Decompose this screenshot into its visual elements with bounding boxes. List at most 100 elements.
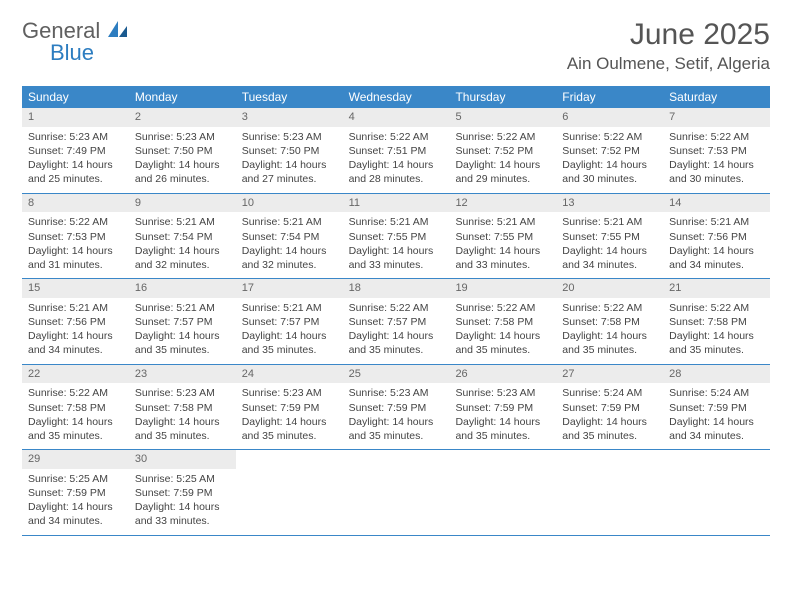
sunrise-text: Sunrise: 5:22 AM <box>669 301 764 315</box>
day-body: Sunrise: 5:21 AMSunset: 7:57 PMDaylight:… <box>129 298 236 364</box>
day-body: Sunrise: 5:21 AMSunset: 7:56 PMDaylight:… <box>663 212 770 278</box>
day-body: Sunrise: 5:23 AMSunset: 7:50 PMDaylight:… <box>236 127 343 193</box>
sunrise-text: Sunrise: 5:23 AM <box>455 386 550 400</box>
calendar-day-cell: 15Sunrise: 5:21 AMSunset: 7:56 PMDayligh… <box>22 279 129 364</box>
calendar-day-cell: 29Sunrise: 5:25 AMSunset: 7:59 PMDayligh… <box>22 450 129 535</box>
daylight-text: Daylight: 14 hours and 35 minutes. <box>242 329 337 357</box>
sunrise-text: Sunrise: 5:21 AM <box>669 215 764 229</box>
daylight-text: Daylight: 14 hours and 33 minutes. <box>135 500 230 528</box>
sunrise-text: Sunrise: 5:25 AM <box>135 472 230 486</box>
day-body: Sunrise: 5:24 AMSunset: 7:59 PMDaylight:… <box>663 383 770 449</box>
logo: General Blue <box>22 18 129 66</box>
sail-icon <box>107 20 129 43</box>
day-body: Sunrise: 5:23 AMSunset: 7:59 PMDaylight:… <box>343 383 450 449</box>
day-body: Sunrise: 5:22 AMSunset: 7:53 PMDaylight:… <box>22 212 129 278</box>
sunset-text: Sunset: 7:55 PM <box>562 230 657 244</box>
daylight-text: Daylight: 14 hours and 35 minutes. <box>242 415 337 443</box>
day-number: 20 <box>556 279 663 298</box>
sunrise-text: Sunrise: 5:21 AM <box>242 301 337 315</box>
day-body: Sunrise: 5:23 AMSunset: 7:58 PMDaylight:… <box>129 383 236 449</box>
sunset-text: Sunset: 7:59 PM <box>455 401 550 415</box>
daylight-text: Daylight: 14 hours and 34 minutes. <box>669 415 764 443</box>
title-block: June 2025 Ain Oulmene, Setif, Algeria <box>567 18 770 74</box>
sunrise-text: Sunrise: 5:22 AM <box>349 130 444 144</box>
sunset-text: Sunset: 7:59 PM <box>28 486 123 500</box>
daylight-text: Daylight: 14 hours and 30 minutes. <box>562 158 657 186</box>
sunrise-text: Sunrise: 5:23 AM <box>135 386 230 400</box>
calendar-header-row: Sunday Monday Tuesday Wednesday Thursday… <box>22 86 770 108</box>
sunrise-text: Sunrise: 5:22 AM <box>455 301 550 315</box>
sunrise-text: Sunrise: 5:21 AM <box>562 215 657 229</box>
sunset-text: Sunset: 7:59 PM <box>135 486 230 500</box>
calendar-day-cell <box>236 450 343 535</box>
sunset-text: Sunset: 7:55 PM <box>349 230 444 244</box>
calendar-day-cell <box>556 450 663 535</box>
day-body: Sunrise: 5:21 AMSunset: 7:57 PMDaylight:… <box>236 298 343 364</box>
day-header: Thursday <box>449 86 556 108</box>
day-body: Sunrise: 5:21 AMSunset: 7:54 PMDaylight:… <box>129 212 236 278</box>
sunrise-text: Sunrise: 5:21 AM <box>135 301 230 315</box>
daylight-text: Daylight: 14 hours and 33 minutes. <box>455 244 550 272</box>
day-body: Sunrise: 5:22 AMSunset: 7:57 PMDaylight:… <box>343 298 450 364</box>
daylight-text: Daylight: 14 hours and 28 minutes. <box>349 158 444 186</box>
day-body: Sunrise: 5:23 AMSunset: 7:49 PMDaylight:… <box>22 127 129 193</box>
daylight-text: Daylight: 14 hours and 34 minutes. <box>562 244 657 272</box>
calendar-day-cell: 20Sunrise: 5:22 AMSunset: 7:58 PMDayligh… <box>556 279 663 364</box>
calendar-day-cell: 24Sunrise: 5:23 AMSunset: 7:59 PMDayligh… <box>236 365 343 450</box>
sunrise-text: Sunrise: 5:24 AM <box>669 386 764 400</box>
calendar-day-cell: 12Sunrise: 5:21 AMSunset: 7:55 PMDayligh… <box>449 194 556 279</box>
day-body: Sunrise: 5:21 AMSunset: 7:55 PMDaylight:… <box>556 212 663 278</box>
day-body: Sunrise: 5:22 AMSunset: 7:58 PMDaylight:… <box>22 383 129 449</box>
day-number: 13 <box>556 194 663 213</box>
sunrise-text: Sunrise: 5:23 AM <box>28 130 123 144</box>
daylight-text: Daylight: 14 hours and 26 minutes. <box>135 158 230 186</box>
sunset-text: Sunset: 7:52 PM <box>455 144 550 158</box>
day-number: 18 <box>343 279 450 298</box>
day-number: 10 <box>236 194 343 213</box>
day-number: 29 <box>22 450 129 469</box>
sunset-text: Sunset: 7:58 PM <box>28 401 123 415</box>
day-number: 16 <box>129 279 236 298</box>
day-body: Sunrise: 5:23 AMSunset: 7:50 PMDaylight:… <box>129 127 236 193</box>
day-body: Sunrise: 5:23 AMSunset: 7:59 PMDaylight:… <box>236 383 343 449</box>
day-body: Sunrise: 5:25 AMSunset: 7:59 PMDaylight:… <box>129 469 236 535</box>
sunset-text: Sunset: 7:49 PM <box>28 144 123 158</box>
day-header: Monday <box>129 86 236 108</box>
sunrise-text: Sunrise: 5:22 AM <box>349 301 444 315</box>
calendar-day-cell: 11Sunrise: 5:21 AMSunset: 7:55 PMDayligh… <box>343 194 450 279</box>
daylight-text: Daylight: 14 hours and 35 minutes. <box>349 329 444 357</box>
calendar-day-cell: 3Sunrise: 5:23 AMSunset: 7:50 PMDaylight… <box>236 108 343 193</box>
day-body: Sunrise: 5:22 AMSunset: 7:58 PMDaylight:… <box>663 298 770 364</box>
calendar-day-cell: 14Sunrise: 5:21 AMSunset: 7:56 PMDayligh… <box>663 194 770 279</box>
calendar-week-row: 15Sunrise: 5:21 AMSunset: 7:56 PMDayligh… <box>22 279 770 365</box>
daylight-text: Daylight: 14 hours and 30 minutes. <box>669 158 764 186</box>
sunset-text: Sunset: 7:56 PM <box>669 230 764 244</box>
calendar-day-cell: 4Sunrise: 5:22 AMSunset: 7:51 PMDaylight… <box>343 108 450 193</box>
calendar-day-cell: 8Sunrise: 5:22 AMSunset: 7:53 PMDaylight… <box>22 194 129 279</box>
day-number: 5 <box>449 108 556 127</box>
sunset-text: Sunset: 7:57 PM <box>349 315 444 329</box>
calendar-day-cell: 25Sunrise: 5:23 AMSunset: 7:59 PMDayligh… <box>343 365 450 450</box>
sunset-text: Sunset: 7:57 PM <box>242 315 337 329</box>
day-number: 27 <box>556 365 663 384</box>
sunrise-text: Sunrise: 5:22 AM <box>669 130 764 144</box>
daylight-text: Daylight: 14 hours and 31 minutes. <box>28 244 123 272</box>
day-number: 4 <box>343 108 450 127</box>
sunset-text: Sunset: 7:58 PM <box>562 315 657 329</box>
sunset-text: Sunset: 7:54 PM <box>242 230 337 244</box>
sunrise-text: Sunrise: 5:24 AM <box>562 386 657 400</box>
sunset-text: Sunset: 7:59 PM <box>242 401 337 415</box>
calendar-day-cell: 18Sunrise: 5:22 AMSunset: 7:57 PMDayligh… <box>343 279 450 364</box>
day-header: Tuesday <box>236 86 343 108</box>
day-body: Sunrise: 5:22 AMSunset: 7:58 PMDaylight:… <box>556 298 663 364</box>
daylight-text: Daylight: 14 hours and 35 minutes. <box>455 329 550 357</box>
calendar-week-row: 29Sunrise: 5:25 AMSunset: 7:59 PMDayligh… <box>22 450 770 536</box>
calendar-day-cell <box>663 450 770 535</box>
day-number: 24 <box>236 365 343 384</box>
sunset-text: Sunset: 7:58 PM <box>455 315 550 329</box>
day-body: Sunrise: 5:21 AMSunset: 7:55 PMDaylight:… <box>449 212 556 278</box>
calendar-day-cell: 27Sunrise: 5:24 AMSunset: 7:59 PMDayligh… <box>556 365 663 450</box>
calendar-day-cell: 2Sunrise: 5:23 AMSunset: 7:50 PMDaylight… <box>129 108 236 193</box>
sunrise-text: Sunrise: 5:21 AM <box>242 215 337 229</box>
sunrise-text: Sunrise: 5:21 AM <box>135 215 230 229</box>
